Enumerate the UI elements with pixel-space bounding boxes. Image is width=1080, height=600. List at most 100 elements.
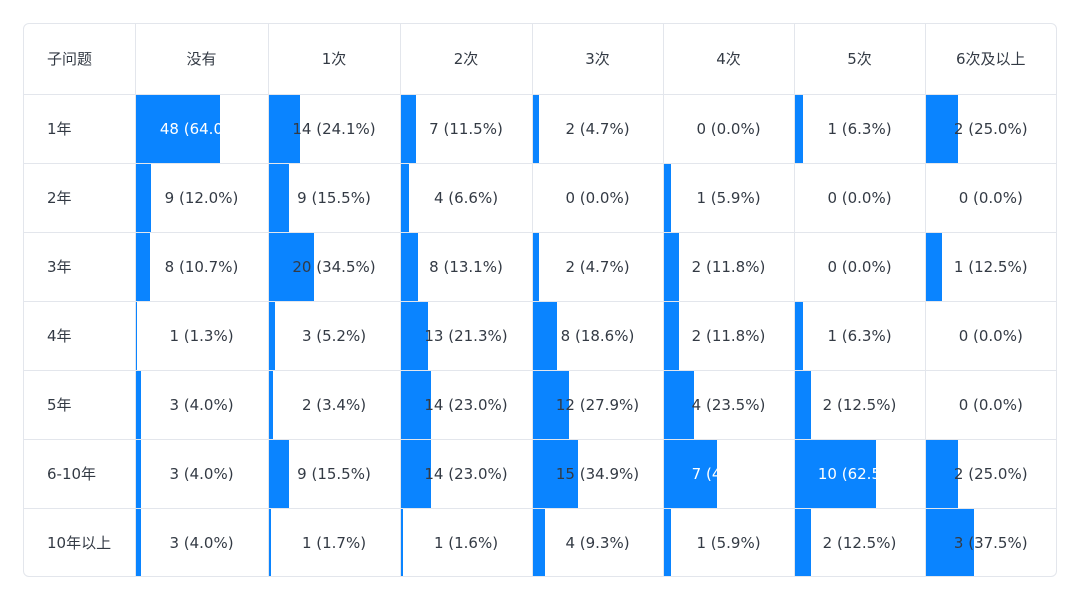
cell-value: 1 (6.3%) [827, 326, 892, 345]
percentage-bar [135, 508, 141, 576]
percentage-bar [794, 370, 811, 439]
percentage-bar [532, 301, 557, 370]
cell-value: 0 (0.0%) [565, 188, 630, 207]
percentage-bar [532, 439, 578, 508]
table-cell: 2 (4.7%) [531, 231, 664, 302]
cell-value: 0 (0.0%) [827, 188, 892, 207]
percentage-bar [135, 232, 150, 301]
percentage-bar [268, 94, 301, 163]
table-cell: 7 (41.2%) [662, 438, 795, 509]
percentage-bar [925, 94, 959, 163]
cell-value: 2 (12.5%) [822, 533, 897, 552]
cell-value: 4 (9.3%) [565, 533, 630, 552]
cell-value: 8 (18.6%) [560, 326, 635, 345]
table-cell: 20 (34.5%) [267, 231, 401, 302]
cell-value: 2 (25.0%) [953, 464, 1028, 483]
percentage-bar [794, 439, 876, 508]
table-cell: 12 (27.9%) [531, 369, 664, 440]
table-cell: 14 (23.0%) [399, 369, 533, 440]
table-cell: 15 (34.9%) [531, 438, 664, 509]
cell-value: 8 (10.7%) [164, 257, 239, 276]
percentage-bar [663, 439, 718, 508]
cell-value: 3 (4.0%) [169, 464, 234, 483]
table-cell: 1 (6.3%) [793, 93, 926, 164]
percentage-bar [268, 163, 289, 232]
cell-value: 3 (37.5%) [953, 533, 1028, 552]
table-row: 3年 8 (10.7%) 20 (34.5%) 8 (13.1%) 2 (4.7%) 2 … [24, 231, 1056, 302]
cell-value: 9 (15.5%) [297, 188, 371, 207]
cell-value: 1 (1.6%) [433, 533, 499, 552]
table-cell: 0 (0.0%) [793, 231, 926, 302]
percentage-bar [135, 439, 141, 508]
table-row: 10年以上 3 (4.0%) 1 (1.7%) 1 (1.6%) 4 (9.3%) 1 (… [24, 507, 1056, 576]
table-cell: 48 (64.0%) [134, 93, 269, 164]
table-cell: 3 (37.5%) [924, 507, 1056, 576]
percentage-bar [268, 508, 271, 576]
table-cell: 2 (11.8%) [662, 231, 795, 302]
cell-value: 10 (62.5%) [817, 464, 902, 483]
cell-value: 0 (0.0%) [958, 188, 1023, 207]
percentage-bar [532, 94, 539, 163]
percentage-bar [532, 508, 545, 576]
percentage-bar [268, 301, 276, 370]
percentage-bar [532, 232, 539, 301]
crosstab-container: 子问题 没有 1次 2次 3次 4次 5次 6次及以上 1年 48 (64.0%)… [23, 23, 1057, 577]
cell-value: 2 (4.7%) [565, 257, 630, 276]
cell-value: 13 (21.3%) [424, 326, 508, 345]
cell-value: 14 (23.0%) [424, 464, 508, 483]
cell-value: 15 (34.9%) [555, 464, 640, 483]
table-cell: 1 (12.5%) [924, 231, 1056, 302]
cell-value: 0 (0.0%) [958, 326, 1023, 345]
cell-value: 2 (3.4%) [301, 395, 367, 414]
cell-value: 2 (11.8%) [691, 257, 766, 276]
col-header: 5次 [793, 24, 926, 95]
cell-value: 1 (12.5%) [953, 257, 1028, 276]
percentage-bar [663, 370, 695, 439]
percentage-bar [268, 232, 314, 301]
cell-value: 14 (23.0%) [424, 395, 508, 414]
table-cell: 0 (0.0%) [662, 93, 795, 164]
percentage-bar [400, 508, 403, 576]
cell-value: 0 (0.0%) [827, 257, 892, 276]
table-cell: 8 (13.1%) [399, 231, 533, 302]
table-cell: 2 (12.5%) [793, 369, 926, 440]
percentage-bar [663, 163, 672, 232]
col-header: 3次 [531, 24, 664, 95]
percentage-bar [400, 370, 431, 439]
table-cell: 10 (62.5%) [793, 438, 926, 509]
cell-value: 0 (0.0%) [696, 119, 761, 138]
row-label: 1年 [24, 93, 136, 164]
table-cell: 2 (25.0%) [924, 438, 1056, 509]
col-header: 6次及以上 [924, 24, 1056, 95]
table-cell: 0 (0.0%) [793, 162, 926, 233]
cell-value: 9 (12.0%) [164, 188, 239, 207]
table-cell: 4 (6.6%) [399, 162, 533, 233]
cell-value: 1 (1.7%) [301, 533, 367, 552]
table-cell: 3 (4.0%) [134, 507, 269, 576]
table-cell: 7 (11.5%) [399, 93, 533, 164]
table-cell: 9 (15.5%) [267, 438, 401, 509]
percentage-bar [663, 232, 679, 301]
table-body: 1年 48 (64.0%) 14 (24.1%) 7 (11.5%) 2 (4.7%) 0… [24, 93, 1056, 576]
cell-value: 3 (4.0%) [169, 395, 234, 414]
table-cell: 1 (6.3%) [793, 300, 926, 371]
col-header: 1次 [267, 24, 401, 95]
col-header: 2次 [399, 24, 533, 95]
table-cell: 8 (18.6%) [531, 300, 664, 371]
table-cell: 14 (23.0%) [399, 438, 533, 509]
table-row: 5年 3 (4.0%) 2 (3.4%) 14 (23.0%) 12 (27.9%) 4 … [24, 369, 1056, 440]
header-row-label: 子问题 [24, 24, 136, 95]
cell-value: 7 (11.5%) [429, 119, 503, 138]
cell-value: 1 (5.9%) [696, 188, 761, 207]
table-cell: 14 (24.1%) [267, 93, 401, 164]
table-cell: 2 (25.0%) [924, 93, 1056, 164]
percentage-bar [400, 301, 429, 370]
table-cell: 2 (3.4%) [267, 369, 401, 440]
table-cell: 2 (12.5%) [793, 507, 926, 576]
row-label: 5年 [24, 369, 136, 440]
percentage-bar [925, 439, 959, 508]
col-header: 没有 [134, 24, 269, 95]
table-cell: 0 (0.0%) [924, 369, 1056, 440]
percentage-bar [135, 301, 138, 370]
row-label: 3年 [24, 231, 136, 302]
